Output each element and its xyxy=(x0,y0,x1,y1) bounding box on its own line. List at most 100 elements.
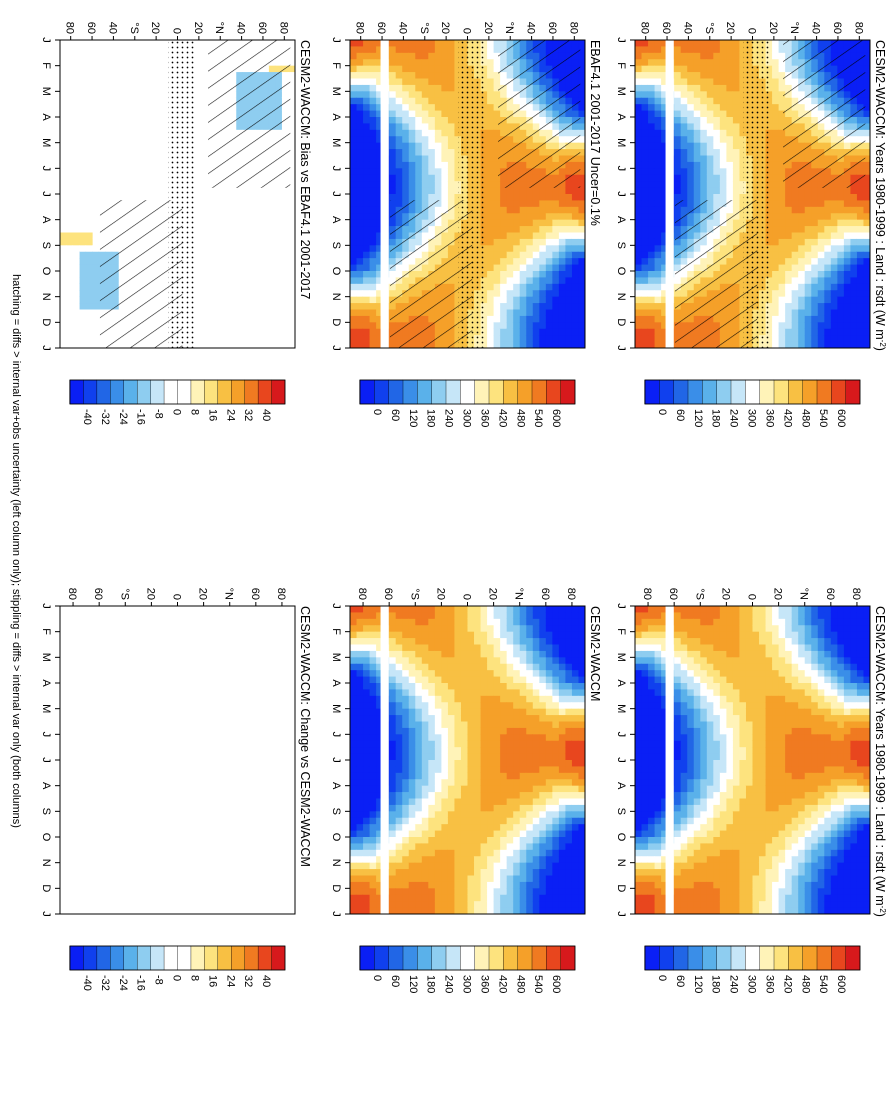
field-cell xyxy=(281,206,289,214)
field-cell xyxy=(647,91,655,99)
field-cell xyxy=(287,251,295,259)
field-cell xyxy=(447,149,455,157)
field-cell xyxy=(545,271,553,279)
field-cell xyxy=(640,341,649,348)
field-cell xyxy=(843,206,851,214)
field-cell xyxy=(421,142,429,150)
field-cell xyxy=(823,277,831,285)
field-cell xyxy=(836,283,844,291)
field-cell xyxy=(519,296,527,304)
field-cell xyxy=(486,264,494,272)
field-cell xyxy=(784,315,792,323)
field-cell xyxy=(843,296,851,304)
field-cell xyxy=(196,129,204,137)
field-cell xyxy=(856,219,864,227)
field-cell xyxy=(144,181,152,189)
field-cell xyxy=(229,258,237,266)
field-cell xyxy=(105,174,113,182)
field-cell xyxy=(693,46,701,54)
field-cell xyxy=(131,181,139,189)
field-cell xyxy=(577,187,585,195)
field-cell xyxy=(440,142,448,150)
field-cell xyxy=(65,59,74,67)
field-cell xyxy=(493,194,501,202)
field-cell xyxy=(440,104,448,112)
missing-band xyxy=(665,40,674,348)
field-cell xyxy=(157,91,165,99)
field-cell xyxy=(673,65,681,73)
field-cell xyxy=(512,341,520,348)
field-cell xyxy=(732,72,740,80)
field-cell xyxy=(65,206,74,214)
colorbar-frame xyxy=(644,379,861,405)
field-cell xyxy=(388,110,396,118)
field-cell xyxy=(817,335,825,343)
field-cell xyxy=(196,97,204,105)
field-cell xyxy=(427,52,435,60)
field-cell xyxy=(564,206,572,214)
colorbar-swatch xyxy=(517,379,533,405)
field-cell xyxy=(401,149,409,157)
field-cell xyxy=(150,142,158,150)
field-cell xyxy=(255,277,263,285)
field-cell xyxy=(362,91,370,99)
field-cell xyxy=(804,277,812,285)
field-cell xyxy=(388,72,396,80)
field-cell xyxy=(732,149,740,157)
field-cell xyxy=(545,264,553,272)
field-cell xyxy=(862,290,870,298)
field-cell xyxy=(830,187,838,195)
field-cell xyxy=(804,322,812,330)
field-cell xyxy=(551,341,559,348)
field-cell xyxy=(686,117,694,125)
field-cell xyxy=(137,46,145,54)
colorbar-label: 120 xyxy=(692,409,704,427)
field-cell xyxy=(732,181,740,189)
field-cell xyxy=(680,72,688,80)
field-cell xyxy=(92,129,100,137)
field-cell xyxy=(137,97,145,105)
field-cell xyxy=(281,194,289,202)
field-cell xyxy=(538,315,546,323)
field-cell xyxy=(778,296,786,304)
field-cell xyxy=(118,187,126,195)
field-cell xyxy=(538,213,546,221)
field-cell xyxy=(105,161,113,169)
field-cell xyxy=(810,187,818,195)
field-cell xyxy=(362,219,370,227)
field-cell xyxy=(653,296,662,304)
field-cell xyxy=(538,277,546,285)
field-cell xyxy=(719,59,727,67)
field-cell xyxy=(355,245,364,253)
field-cell xyxy=(571,213,579,221)
field-cell xyxy=(706,78,714,86)
field-cell xyxy=(98,129,106,137)
field-cell xyxy=(791,206,799,214)
field-cell xyxy=(427,174,435,182)
field-cell xyxy=(242,271,250,279)
month-label: A xyxy=(615,216,627,224)
field-cell xyxy=(355,168,364,176)
field-cell xyxy=(538,238,546,246)
field-cell xyxy=(686,40,694,48)
field-cell xyxy=(486,283,494,291)
field-cell xyxy=(706,110,714,118)
field-cell xyxy=(784,194,792,202)
field-cell xyxy=(647,277,655,285)
field-cell xyxy=(72,161,80,169)
field-cell xyxy=(856,213,864,221)
colorbar-swatch xyxy=(701,379,717,405)
field-cell xyxy=(551,264,559,272)
field-cell xyxy=(804,296,812,304)
field-cell xyxy=(653,219,662,227)
field-cell xyxy=(525,206,533,214)
field-cell xyxy=(647,52,655,60)
field-cell xyxy=(209,251,217,259)
field-cell xyxy=(686,110,694,118)
field-cell xyxy=(388,129,396,137)
field-cell xyxy=(653,155,662,163)
field-cell xyxy=(362,341,370,348)
field-cell xyxy=(680,174,688,182)
field-cell xyxy=(209,206,217,214)
